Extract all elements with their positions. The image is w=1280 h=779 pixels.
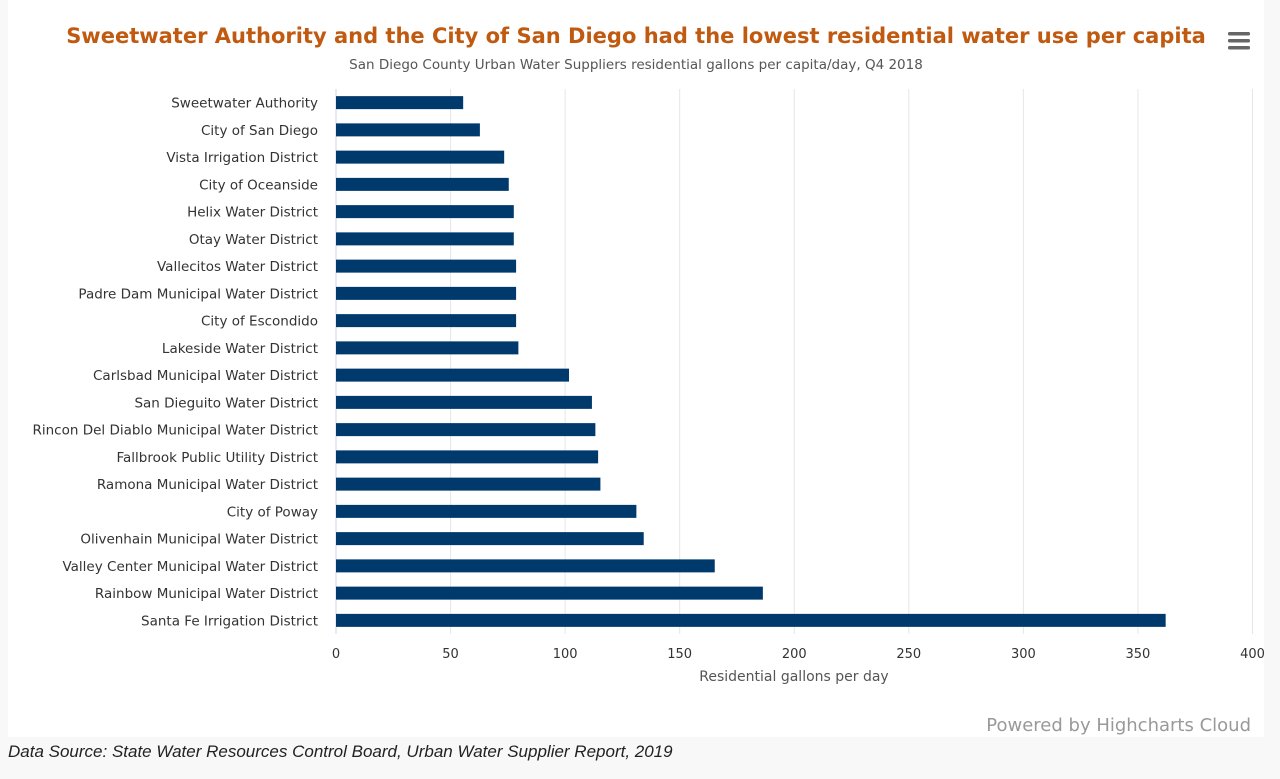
bar[interactable]: [336, 150, 505, 164]
y-category-label: Fallbrook Public Utility District: [117, 450, 319, 466]
bar[interactable]: [336, 586, 763, 600]
y-category-label: Otay Water District: [189, 232, 318, 248]
x-tick-label: 100: [553, 647, 578, 662]
y-category-label: Olivenhain Municipal Water District: [80, 532, 318, 548]
x-tick-label: 300: [1011, 647, 1036, 662]
bar[interactable]: [336, 205, 514, 219]
chart-title: Sweetwater Authority and the City of San…: [66, 24, 1206, 48]
bar[interactable]: [336, 477, 601, 491]
y-category-label: City of San Diego: [201, 123, 318, 139]
bar[interactable]: [336, 341, 519, 355]
x-tick-label: 50: [442, 647, 459, 662]
bar[interactable]: [336, 423, 596, 437]
credits-link[interactable]: Powered by Highcharts Cloud: [986, 715, 1251, 736]
y-category-label: Rainbow Municipal Water District: [95, 586, 318, 602]
y-category-label: San Dieguito Water District: [134, 395, 318, 411]
bar-chart: Sweetwater Authority and the City of San…: [32, 24, 1264, 736]
bar[interactable]: [336, 368, 570, 382]
bar[interactable]: [336, 395, 592, 409]
x-tick-label: 0: [332, 647, 340, 662]
y-category-label: Vallecitos Water District: [157, 259, 318, 275]
bar[interactable]: [336, 314, 517, 328]
x-tick-label: 400: [1240, 647, 1264, 662]
bar[interactable]: [336, 123, 480, 137]
bar[interactable]: [336, 96, 464, 110]
y-category-label: Valley Center Municipal Water District: [62, 559, 318, 575]
y-category-label: Rincon Del Diablo Municipal Water Distri…: [32, 423, 318, 439]
x-tick-label: 150: [667, 647, 692, 662]
hamburger-menu-icon[interactable]: [1228, 32, 1250, 50]
y-category-label: City of Escondido: [201, 314, 318, 330]
y-category-label: Sweetwater Authority: [171, 96, 318, 112]
x-tick-label: 250: [896, 647, 921, 662]
bar[interactable]: [336, 259, 517, 273]
bar[interactable]: [336, 177, 509, 191]
y-category-label: Vista Irrigation District: [166, 150, 318, 166]
y-category-label: Padre Dam Municipal Water District: [78, 286, 318, 302]
bar[interactable]: [336, 559, 715, 573]
y-category-label: Lakeside Water District: [162, 341, 318, 357]
chart-container: Sweetwater Authority and the City of San…: [8, 0, 1265, 737]
x-tick-label: 200: [782, 647, 807, 662]
y-category-label: City of Oceanside: [199, 177, 318, 193]
chart-subtitle: San Diego County Urban Water Suppliers r…: [349, 57, 923, 73]
data-source-note: Data Source: State Water Resources Contr…: [8, 742, 673, 761]
bar[interactable]: [336, 613, 1166, 627]
y-category-label: Helix Water District: [187, 205, 318, 221]
x-axis-label: Residential gallons per day: [699, 669, 888, 685]
y-category-label: Carlsbad Municipal Water District: [93, 368, 318, 384]
y-category-label: Ramona Municipal Water District: [97, 477, 318, 493]
bar[interactable]: [336, 450, 599, 464]
y-category-label: City of Poway: [227, 504, 318, 520]
y-category-label: Santa Fe Irrigation District: [141, 613, 318, 629]
x-tick-label: 350: [1126, 647, 1151, 662]
bar[interactable]: [336, 532, 644, 546]
bar[interactable]: [336, 232, 514, 246]
bar[interactable]: [336, 504, 637, 518]
bar[interactable]: [336, 286, 517, 300]
